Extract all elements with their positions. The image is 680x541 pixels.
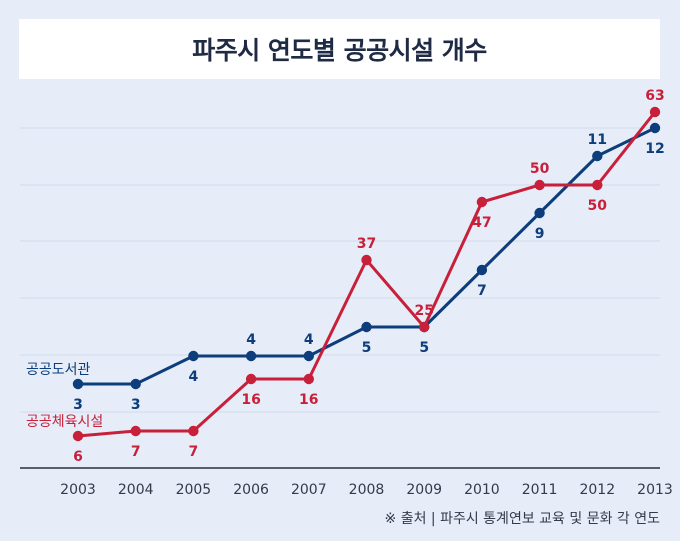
sports-series-data-label: 16: [299, 392, 318, 408]
x-tick-label: 2011: [522, 482, 558, 498]
sports-series-data-label: 7: [131, 444, 141, 460]
library-series-point: [476, 264, 488, 276]
library-series-point: [303, 350, 314, 362]
sports-series-point: [419, 321, 430, 333]
x-tick-label: 2009: [406, 482, 442, 498]
sports-series-name: 공공체육시설: [26, 414, 103, 430]
x-tick-label: 2005: [176, 482, 212, 498]
library-series-name: 공공도서관: [26, 362, 91, 378]
library-series-data-label: 12: [645, 141, 664, 157]
sports-series-line: [77, 111, 657, 438]
source-note: ※ 출처 | 파주시 통계연보 교육 및 문화 각 연도: [384, 511, 660, 527]
library-series-point: [592, 150, 603, 162]
x-tick-label: 2012: [579, 482, 615, 498]
sports-series-data-label: 50: [588, 198, 608, 214]
library-series-data-label: 3: [131, 397, 141, 413]
library-series-data-label: 7: [477, 283, 487, 299]
library-series-data-label: 4: [189, 369, 199, 385]
sports-series-point: [361, 254, 372, 266]
chart-title: 파주시 연도별 공공시설 개수: [192, 36, 487, 65]
title-box: 파주시 연도별 공공시설 개수: [19, 19, 660, 79]
library-series-point: [649, 122, 661, 134]
sports-series-data-label: 25: [414, 303, 433, 319]
x-tick-label: 2010: [464, 482, 500, 498]
sports-series-data-label: 16: [241, 392, 260, 408]
sports-series-point: [649, 106, 661, 118]
sports-series-data-label: 50: [530, 161, 550, 177]
sports-series-point: [592, 179, 603, 191]
sports-series-data-label: 47: [472, 215, 491, 231]
x-tick-label: 2007: [291, 482, 327, 498]
library-series-data-label: 5: [419, 340, 429, 356]
library-series-point: [245, 350, 257, 362]
sports-series-data-label: 6: [73, 449, 83, 465]
sports-series-point: [476, 196, 488, 208]
sports-series-point: [245, 373, 257, 385]
x-tick-label: 2008: [349, 482, 385, 498]
sports-series-data-label: 37: [357, 236, 376, 252]
library-series-data-label: 3: [73, 397, 83, 413]
library-series-data-label: 5: [362, 340, 372, 356]
library-series-point: [534, 207, 545, 219]
sports-series-point: [188, 425, 199, 437]
sports-series-point: [130, 425, 141, 437]
library-series-point: [72, 378, 84, 390]
sports-series-data-label: 7: [189, 444, 199, 460]
library-series-point: [188, 350, 199, 362]
sports-series-point: [72, 430, 84, 442]
x-tick-label: 2003: [60, 482, 96, 498]
library-series-data-label: 9: [535, 226, 545, 242]
x-tick-label: 2004: [118, 482, 154, 498]
library-series-data-label: 11: [588, 132, 607, 148]
x-tick-label: 2013: [637, 482, 673, 498]
library-series-point: [130, 378, 141, 390]
sports-series-data-label: 63: [645, 88, 664, 104]
sports-series-point: [534, 179, 545, 191]
library-series-data-label: 4: [246, 332, 256, 348]
x-tick-label: 2006: [233, 482, 269, 498]
library-series-data-label: 4: [304, 332, 314, 348]
library-series-point: [361, 321, 372, 333]
sports-series-point: [303, 373, 314, 385]
